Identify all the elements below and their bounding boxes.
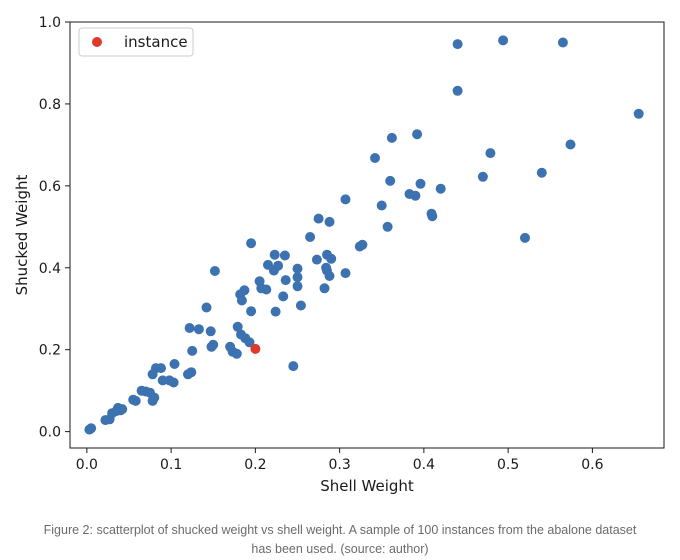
x-tick-label: 0.0 [76, 457, 98, 473]
data-point [270, 306, 281, 317]
data-point [565, 139, 576, 150]
x-axis-ticks: 0.0 0.1 0.2 0.3 0.4 0.5 0.6 [76, 448, 604, 473]
data-point [273, 260, 284, 271]
data-point [292, 281, 303, 292]
x-tick-label: 0.4 [413, 457, 435, 473]
data-point [187, 345, 198, 356]
data-point [313, 213, 324, 224]
data-point [236, 295, 247, 306]
data-point [130, 395, 141, 406]
data-point [292, 263, 303, 274]
data-point [305, 232, 316, 242]
data-point [86, 423, 97, 434]
legend: instance [78, 27, 194, 57]
data-point [340, 268, 351, 279]
data-point [156, 363, 166, 374]
data-point [319, 283, 330, 294]
data-point [169, 359, 180, 369]
data-point [232, 321, 243, 332]
data-point [231, 348, 242, 359]
data-point [113, 402, 123, 413]
data-point [427, 211, 438, 222]
y-axis-ticks: 0.0 0.2 0.4 0.6 0.8 1.0 [39, 15, 70, 441]
data-point [382, 221, 393, 232]
data-point [280, 275, 291, 286]
data-point [410, 190, 421, 201]
y-tick-label: 1.0 [39, 15, 61, 31]
data-point [536, 167, 547, 178]
data-point [246, 238, 257, 249]
x-tick-label: 0.2 [244, 457, 266, 473]
y-tick-label: 0.2 [39, 343, 61, 359]
scatter-chart: 0.0 0.1 0.2 0.3 0.4 0.5 0.6 0.0 0.2 0.4 0.6 0.8 1.0… [13, 15, 665, 495]
x-tick-label: 0.1 [160, 457, 182, 473]
data-point [326, 253, 337, 264]
y-tick-label: 0.0 [39, 425, 61, 441]
data-point [149, 392, 160, 403]
data-points [84, 35, 644, 435]
y-tick-label: 0.8 [39, 97, 61, 113]
x-tick-label: 0.5 [497, 457, 519, 473]
data-point [498, 35, 509, 46]
data-point [357, 239, 368, 250]
data-point [340, 194, 351, 205]
data-point [376, 200, 387, 211]
data-point [385, 175, 396, 186]
figure-caption: Figure 2: scatterplot of shucked weight … [0, 521, 680, 559]
data-point [205, 326, 216, 337]
data-point [269, 249, 280, 260]
data-point [415, 178, 426, 189]
data-point [477, 171, 488, 182]
data-point [246, 306, 257, 317]
x-tick-label: 0.3 [328, 457, 350, 473]
data-point [324, 216, 335, 227]
y-tick-label: 0.6 [39, 179, 61, 195]
data-point [324, 271, 335, 281]
data-point [261, 284, 272, 295]
instance-point [250, 343, 261, 354]
data-point [452, 39, 463, 50]
data-point [193, 324, 204, 335]
data-point [186, 367, 197, 378]
data-point [557, 37, 568, 48]
data-point [311, 254, 322, 265]
data-point [239, 285, 250, 296]
data-point [209, 266, 220, 276]
x-axis-label: Shell Weight [320, 477, 414, 495]
data-point [244, 337, 255, 348]
data-point [292, 272, 303, 283]
data-point [386, 132, 397, 143]
data-point [633, 108, 644, 119]
data-point [201, 302, 212, 313]
instance-layer [250, 343, 261, 354]
data-point [184, 323, 195, 333]
data-point [295, 300, 306, 311]
legend-instance-label: instance [124, 33, 188, 51]
data-point [278, 291, 289, 302]
data-point [452, 85, 463, 96]
data-point [412, 129, 423, 140]
legend-box [78, 27, 194, 57]
y-axis-label: Shucked Weight [13, 175, 31, 296]
data-point [279, 250, 290, 261]
y-tick-label: 0.4 [39, 261, 61, 277]
data-point [288, 361, 299, 372]
data-point [168, 377, 179, 388]
plot-frame [69, 21, 665, 449]
caption-line-2: has been used. (source: author) [251, 542, 429, 556]
data-point [435, 183, 446, 194]
data-point [370, 153, 380, 163]
data-point [520, 232, 530, 243]
caption-line-1: Figure 2: scatterplot of shucked weight … [43, 523, 637, 537]
x-tick-label: 0.6 [581, 457, 603, 473]
data-point [485, 148, 496, 159]
legend-instance-marker [92, 37, 102, 47]
data-point [208, 339, 219, 350]
